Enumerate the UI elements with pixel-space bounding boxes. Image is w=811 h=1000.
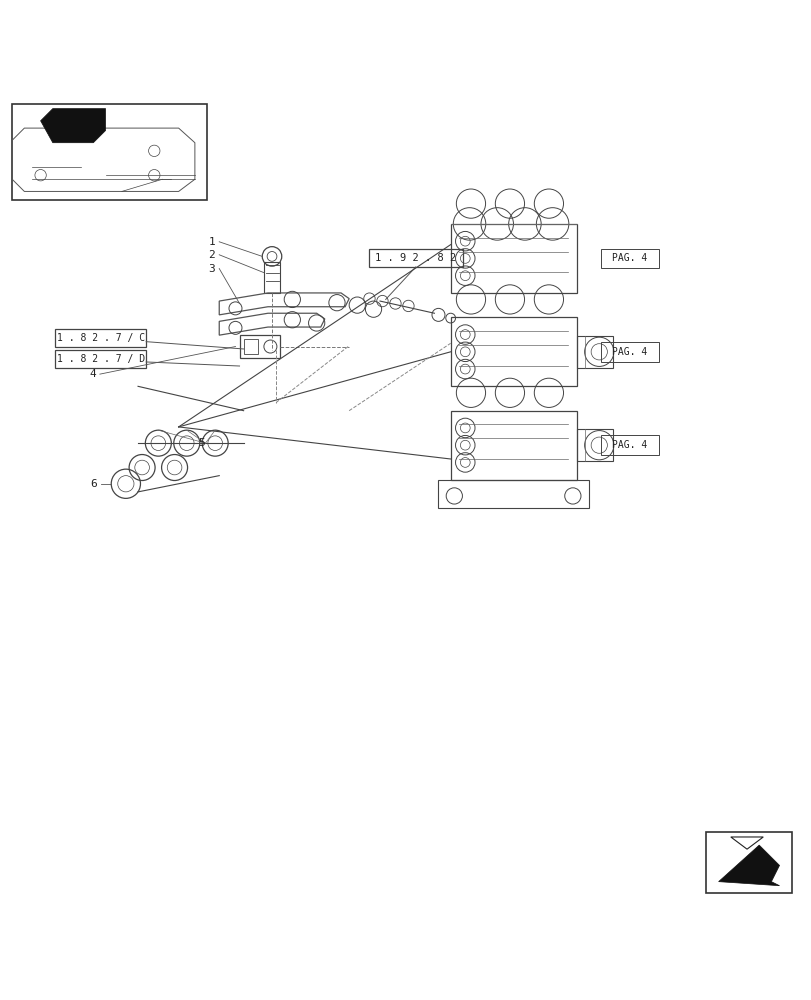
- Bar: [264, 262, 280, 293]
- Bar: [450, 317, 576, 386]
- Text: 6: 6: [91, 479, 97, 489]
- Text: 1 . 8 2 . 7 / D: 1 . 8 2 . 7 / D: [57, 354, 144, 364]
- Bar: [450, 411, 576, 480]
- Text: 1: 1: [208, 237, 215, 247]
- Bar: [576, 429, 612, 461]
- Bar: [706, 832, 791, 893]
- Bar: [369, 249, 462, 267]
- Text: 2: 2: [208, 250, 215, 260]
- Bar: [55, 350, 146, 368]
- Polygon shape: [718, 845, 779, 886]
- Polygon shape: [41, 109, 105, 143]
- Bar: [450, 224, 576, 293]
- Bar: [243, 339, 258, 354]
- Text: PAG. 4: PAG. 4: [611, 347, 646, 357]
- Text: 3: 3: [208, 264, 215, 274]
- Text: 5: 5: [199, 438, 205, 448]
- Bar: [239, 335, 280, 358]
- Bar: [12, 104, 207, 200]
- Bar: [600, 342, 659, 362]
- Text: PAG. 4: PAG. 4: [611, 440, 646, 450]
- Bar: [600, 435, 659, 455]
- Text: 1 . 8 2 . 7 / C: 1 . 8 2 . 7 / C: [57, 333, 144, 343]
- Bar: [576, 336, 612, 368]
- Text: PAG. 4: PAG. 4: [611, 253, 646, 263]
- Bar: [600, 249, 659, 268]
- Bar: [438, 480, 589, 508]
- Text: 1 . 9 2 . 8 2: 1 . 9 2 . 8 2: [375, 253, 456, 263]
- Bar: [55, 329, 146, 347]
- Text: 4: 4: [89, 369, 96, 379]
